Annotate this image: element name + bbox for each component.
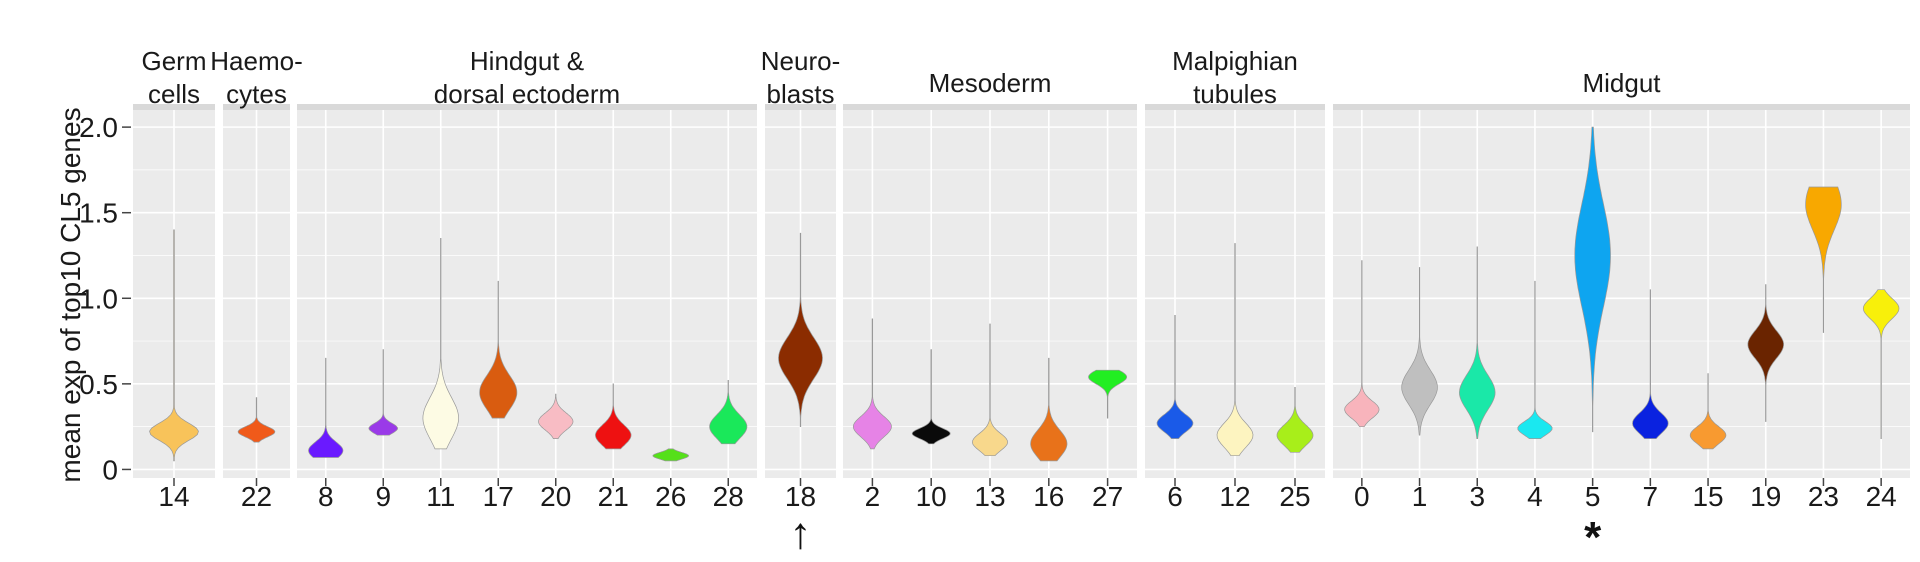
panel-strip [297, 104, 757, 110]
x-tick-label: 21 [598, 481, 629, 512]
violin-8 [308, 357, 344, 458]
violin-18 [778, 232, 823, 428]
violin-10 [911, 349, 951, 445]
panel: Hindgut &dorsal ectoderm 8 9 11 17 20 21 26 28 [297, 46, 757, 512]
x-tick-label: 24 [1866, 481, 1897, 512]
y-axis-title: mean exp of top10 CL5 genes [55, 107, 86, 482]
panel: Haemo-cytes 22 [210, 46, 302, 512]
panel-background [297, 110, 757, 478]
x-tick-label: 26 [655, 481, 686, 512]
x-tick-label: 17 [483, 481, 514, 512]
y-tick-label: 0.5 [79, 369, 118, 400]
violin-2 [852, 318, 892, 450]
violin-19 [1747, 284, 1784, 422]
panel-title: Mesoderm [929, 68, 1052, 98]
violin-17 [479, 280, 518, 419]
violin-6 [1156, 315, 1194, 439]
y-tick-label: 1.5 [79, 198, 118, 229]
panel-strip [133, 104, 215, 110]
panel-title: cytes [226, 79, 287, 109]
panel-title: cells [148, 79, 200, 109]
violin-28 [709, 380, 748, 445]
y-tick-label: 0 [102, 454, 118, 485]
panel-strip [765, 104, 836, 110]
panel-strip [223, 104, 290, 110]
violin-16 [1030, 357, 1068, 462]
x-tick-label: 19 [1750, 481, 1781, 512]
x-tick-label: 5 [1585, 481, 1601, 512]
violin-24 [1862, 289, 1900, 439]
panel-strip [1333, 104, 1910, 110]
x-tick-label: 10 [916, 481, 947, 512]
panel-title: Haemo- [210, 46, 302, 76]
x-tick-label: 13 [974, 481, 1005, 512]
x-tick-label: 7 [1643, 481, 1659, 512]
panel-background [1333, 110, 1910, 478]
panel: Mesoderm 2 10 13 16 27 [843, 68, 1137, 512]
panel-title: tubules [1193, 79, 1277, 109]
x-tick-label: 0 [1354, 481, 1370, 512]
x-tick-label: 23 [1808, 481, 1839, 512]
panel-strip [843, 104, 1137, 110]
x-tick-label: 4 [1527, 481, 1543, 512]
violin-1 [1401, 267, 1438, 436]
panel-strip [1145, 104, 1325, 110]
x-tick-label: 1 [1412, 481, 1428, 512]
panel-title: dorsal ectoderm [434, 79, 620, 109]
panel-title: Hindgut & [470, 46, 584, 76]
violin-25 [1276, 386, 1314, 453]
violin-20 [538, 393, 574, 439]
violin-3 [1459, 246, 1496, 439]
y-tick-label: 1.0 [79, 283, 118, 314]
violin-11 [422, 238, 459, 450]
x-tick-label: 25 [1279, 481, 1310, 512]
x-tick-label: 8 [318, 481, 334, 512]
violin-26 [652, 448, 689, 462]
x-tick-label: 2 [865, 481, 881, 512]
violin-14 [149, 229, 199, 462]
violin-15 [1689, 373, 1727, 450]
violin-13 [972, 323, 1008, 457]
panel: Neuro-blasts 18 [761, 46, 840, 512]
x-tick-label: 11 [426, 481, 455, 512]
violin-5 [1574, 126, 1611, 433]
violin-22 [237, 397, 276, 443]
violin-9 [368, 349, 398, 436]
arrow-up-icon: ↑ [790, 509, 812, 558]
y-axis-ticks: 0 0.5 1.0 1.5 2.0 [79, 112, 131, 485]
x-tick-label: 15 [1692, 481, 1723, 512]
x-tick-label: 28 [713, 481, 744, 512]
panel-title: Neuro- [761, 46, 840, 76]
significance-asterisk: * [1584, 513, 1602, 562]
x-tick-label: 14 [158, 481, 189, 512]
violin-27 [1088, 369, 1128, 419]
panel-title: Germ [142, 46, 207, 76]
violin-0 [1344, 260, 1380, 428]
y-tick-label: 2.0 [79, 112, 118, 143]
x-tick-label: 22 [241, 481, 272, 512]
violin-23 [1805, 186, 1842, 333]
x-tick-label: 3 [1469, 481, 1485, 512]
x-tick-label: 27 [1092, 481, 1123, 512]
panel-title: Midgut [1582, 68, 1661, 98]
violin-12 [1216, 243, 1254, 457]
x-tick-label: 16 [1033, 481, 1064, 512]
x-tick-label: 18 [785, 481, 816, 512]
panel: Midgut 0 1 3 4 5 7 15 19 23 24 [1333, 68, 1910, 512]
violin-4 [1517, 280, 1553, 439]
x-tick-label: 20 [540, 481, 571, 512]
x-tick-label: 6 [1167, 481, 1183, 512]
panel-title: blasts [767, 79, 835, 109]
violin-7 [1632, 289, 1669, 439]
x-tick-label: 9 [375, 481, 391, 512]
violin-21 [595, 383, 632, 450]
x-tick-label: 12 [1219, 481, 1250, 512]
panel-title: Malpighian [1172, 46, 1298, 76]
